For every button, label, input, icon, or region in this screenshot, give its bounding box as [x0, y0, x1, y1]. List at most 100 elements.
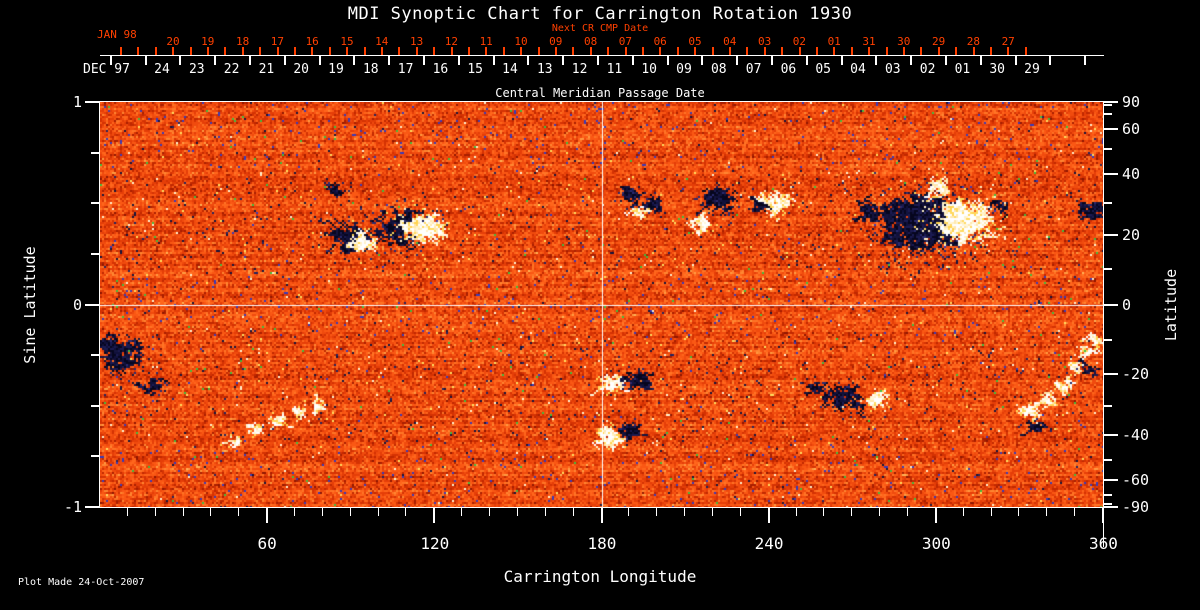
next-cr-half-day-tick [207, 47, 209, 55]
longitude-minor-tick [544, 508, 546, 516]
chart-title: MDI Synoptic Chart for Carrington Rotati… [347, 4, 853, 24]
latitude-minor-tick [1104, 268, 1112, 271]
cmp-day-tick [457, 56, 460, 65]
next-cr-half-day-tick [694, 47, 697, 55]
cmp-day-tick [353, 56, 356, 65]
next-cr-half-day-tick [781, 47, 784, 55]
cmp-day-tick [840, 56, 843, 65]
cmp-day-tick [1014, 56, 1017, 65]
latitude-minor-tick [1104, 502, 1112, 505]
latitude-tick-label: 0 [1122, 295, 1132, 314]
longitude-minor-tick [823, 508, 825, 516]
longitude-minor-tick [739, 508, 741, 516]
latitude-major-tick [1104, 478, 1118, 481]
next-cr-half-day-tick [189, 47, 192, 55]
latitude-tick-label: 90 [1122, 93, 1141, 111]
longitude-major-tick [934, 508, 937, 523]
cmp-date-label: 08 [710, 62, 727, 77]
longitude-major-tick [266, 508, 269, 523]
sine-latitude-minor-tick [91, 404, 99, 407]
latitude-tick-label: -60 [1122, 470, 1150, 489]
cmp-date-label: 17 [397, 62, 414, 77]
cmp-date-label: 12 [571, 62, 588, 77]
longitude-minor-tick [210, 508, 212, 516]
longitude-minor-tick [990, 508, 992, 516]
cmp-day-tick [771, 56, 773, 65]
cmp-date-label: 01 [954, 62, 971, 77]
longitude-minor-tick [1074, 508, 1076, 516]
next-cr-half-day-tick [729, 47, 731, 55]
next-cr-date-label: 05 [688, 35, 702, 48]
longitude-tick-label: 180 [587, 534, 617, 553]
next-cr-date-label: 14 [375, 35, 389, 48]
longitude-minor-tick [126, 508, 128, 516]
next-cr-date-label: 06 [653, 35, 667, 48]
next-cr-half-day-tick [903, 47, 905, 55]
next-cr-date-label: 19 [201, 35, 215, 48]
cmp-day-tick [666, 56, 669, 65]
sine-latitude-minor-tick [91, 252, 99, 255]
sine-latitude-minor-tick [91, 202, 99, 205]
sine-latitude-axis-title: Sine Latitude [21, 246, 39, 364]
next-cr-half-day-tick [433, 47, 436, 55]
next-cr-half-day-tick [398, 47, 401, 55]
latitude-tick-label: 20 [1122, 226, 1141, 245]
cmp-date-label: 11 [606, 62, 623, 77]
cmp-day-tick [562, 56, 565, 65]
next-cr-date-label: 17 [270, 35, 285, 48]
next-cr-half-day-tick [711, 47, 714, 55]
longitude-tick-label: 60 [257, 534, 277, 553]
next-cr-half-day-tick [276, 47, 279, 55]
latitude-major-tick [1104, 506, 1118, 508]
next-cr-half-day-tick [607, 47, 610, 55]
sine-latitude-minor-tick [91, 151, 99, 154]
secondary-month-label: JAN 98 [97, 28, 137, 41]
cmp-day-tick [527, 56, 530, 65]
longitude-minor-tick [516, 508, 518, 516]
next-cr-half-day-tick [972, 47, 975, 55]
cmp-date-label: 07 [745, 62, 762, 77]
longitude-minor-tick [628, 508, 630, 516]
cmp-date-label: 21 [258, 62, 275, 77]
cmp-date-label: 29 [1024, 62, 1040, 77]
plot-left-border [99, 101, 100, 508]
cmp-date-label: 16 [432, 62, 449, 77]
next-cr-half-day-tick [990, 47, 992, 55]
cmp-date-label: 04 [850, 62, 866, 77]
next-cr-date-label: 03 [757, 35, 772, 48]
plot-top-border [100, 101, 1104, 102]
latitude-tick-label: -90 [1122, 498, 1150, 516]
next-cr-half-day-tick [415, 47, 418, 55]
next-cr-cmp-date-axis-title: Next CR CMP Date [551, 23, 649, 34]
next-cr-half-day-tick [120, 47, 122, 55]
latitude-minor-tick [1104, 148, 1112, 151]
cmp-date-label: 18 [362, 62, 379, 77]
next-cr-date-label: 27 [1001, 35, 1015, 48]
latitude-minor-tick [1104, 493, 1112, 496]
sine-latitude-major-tick [85, 506, 99, 508]
latitude-major-tick [1104, 303, 1118, 306]
cmp-day-tick [1084, 56, 1087, 65]
longitude-minor-tick [684, 508, 686, 516]
latitude-axis-title: Latitude [1162, 268, 1180, 342]
cmp-date-label: 10 [641, 62, 658, 77]
longitude-minor-tick [656, 508, 658, 516]
next-cr-half-day-tick [555, 47, 557, 55]
longitude-minor-tick [906, 508, 908, 516]
latitude-minor-tick [1104, 338, 1112, 341]
cmp-date-axis-title: Central Meridian Passage Date [495, 86, 705, 100]
next-cr-half-day-tick [294, 47, 296, 55]
plot-bottom-border [100, 507, 1104, 508]
latitude-minor-tick [1104, 404, 1112, 407]
longitude-tick-label: 120 [420, 534, 450, 553]
next-cr-date-label: 11 [479, 35, 493, 48]
latitude-major-tick [1104, 173, 1118, 176]
next-cr-half-day-tick [816, 47, 818, 55]
next-cr-half-day-tick [833, 47, 836, 55]
longitude-minor-tick [795, 508, 797, 516]
cmp-day-tick [979, 56, 982, 65]
next-cr-half-day-tick [624, 47, 627, 55]
next-cr-half-day-tick [885, 47, 888, 55]
longitude-minor-tick [405, 508, 407, 516]
